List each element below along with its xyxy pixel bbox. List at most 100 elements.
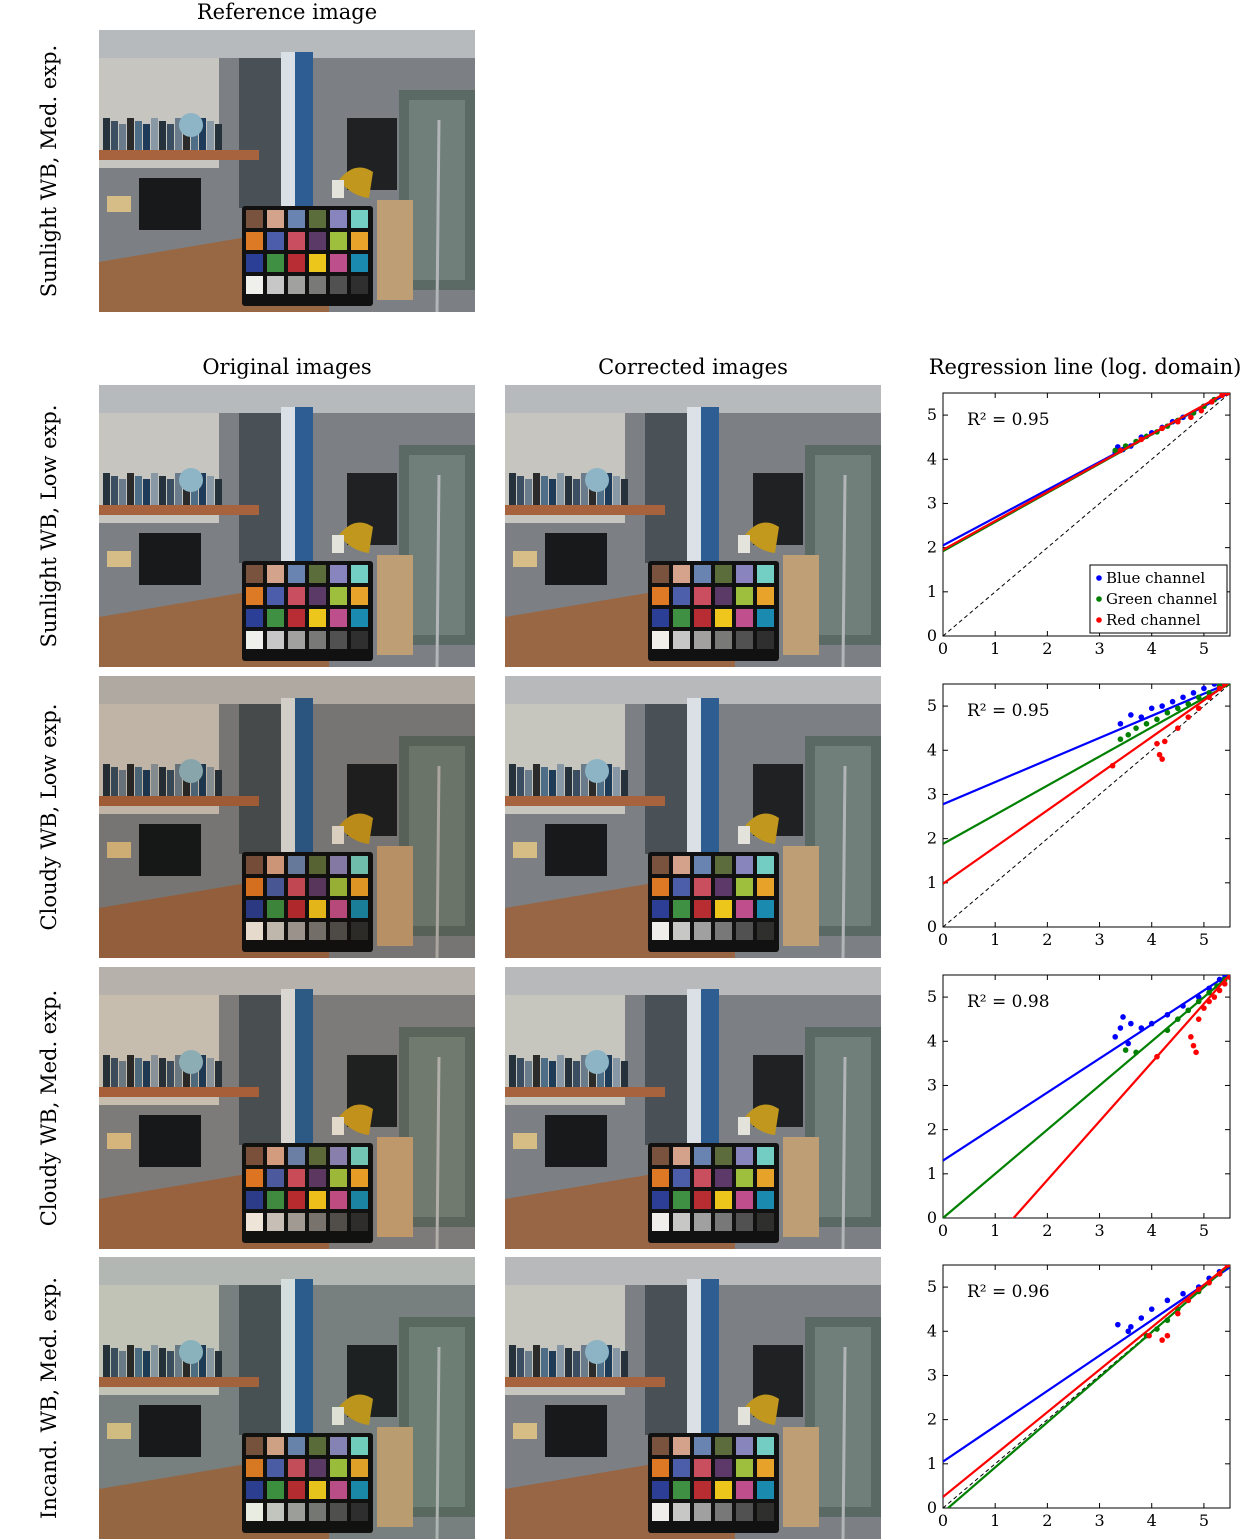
point-green: [1154, 716, 1160, 723]
point-red: [1219, 393, 1225, 399]
x-tick-label: 1: [990, 639, 1000, 658]
point-green: [1112, 447, 1118, 454]
y-tick-label: 1: [927, 873, 937, 892]
point-green: [1164, 1027, 1171, 1034]
point-red: [1161, 738, 1168, 745]
row-label-reference: Sunlight WB, Med. exp.: [37, 44, 61, 298]
x-tick-label: 5: [1199, 1221, 1209, 1240]
point-red: [1206, 694, 1212, 701]
original-photo-1: [99, 385, 475, 667]
x-tick-label: 0: [938, 639, 948, 658]
point-green: [1195, 694, 1202, 701]
point-red: [1224, 393, 1230, 396]
corrected-photo-3: [505, 967, 881, 1249]
x-tick-label: 0: [938, 930, 948, 949]
point-blue: [1211, 684, 1218, 687]
point-red: [1206, 998, 1212, 1005]
y-tick-label: 0: [927, 1208, 937, 1227]
r-squared-annotation: R² = 0.98: [967, 992, 1050, 1012]
point-red: [1198, 407, 1205, 414]
fit-line-red: [943, 1265, 1230, 1498]
x-tick-label: 2: [1042, 639, 1052, 658]
point-red: [1221, 684, 1228, 687]
y-tick-label: 0: [927, 626, 937, 645]
point-blue: [1125, 1328, 1132, 1335]
original-photo-2: [99, 676, 475, 958]
point-red: [1224, 1265, 1230, 1268]
point-blue: [1159, 703, 1165, 709]
point-blue: [1125, 1040, 1132, 1047]
corrected-images-header: Corrected images: [598, 355, 788, 379]
legend-marker: [1096, 617, 1102, 623]
fit-line-green: [943, 975, 1230, 1218]
y-tick-label: 2: [927, 1120, 937, 1139]
point-blue: [1164, 1297, 1171, 1304]
y-tick-label: 3: [927, 493, 937, 512]
y-tick-label: 3: [927, 784, 937, 803]
point-red: [1190, 1042, 1197, 1049]
point-blue: [1120, 1014, 1126, 1020]
point-red: [1201, 1005, 1207, 1011]
point-blue: [1148, 705, 1155, 712]
point-blue: [1128, 1020, 1134, 1027]
row-label-2: Cloudy WB, Low exp.: [37, 703, 61, 931]
y-tick-label: 2: [927, 538, 937, 557]
point-blue: [1148, 1020, 1155, 1027]
x-tick-label: 0: [938, 1221, 948, 1240]
row-label-3: Cloudy WB, Med. exp.: [37, 989, 61, 1227]
point-red: [1159, 1337, 1165, 1343]
point-red: [1146, 1332, 1152, 1339]
corrected-photo-2: [505, 676, 881, 958]
fit-line-red: [943, 684, 1230, 885]
y-tick-label: 1: [927, 1454, 937, 1473]
point-red: [1175, 418, 1181, 425]
point-green: [1185, 1007, 1192, 1014]
fit-line-red: [1012, 975, 1230, 1218]
fit-line-blue: [943, 684, 1230, 806]
point-red: [1156, 751, 1163, 758]
point-red: [1195, 1286, 1202, 1293]
point-red: [1216, 987, 1223, 994]
x-tick-label: 1: [990, 1511, 1000, 1530]
point-blue: [1138, 1315, 1145, 1321]
regression-plot-1: 0 1 2 3 4 5 0 1 2 3 4 5 R² = 0.95 Blue channel Green c…: [905, 385, 1259, 675]
point-green: [1122, 1047, 1129, 1053]
fit-line-blue: [943, 1266, 1230, 1463]
point-green: [1133, 1049, 1139, 1056]
point-blue: [1195, 994, 1202, 1000]
point-blue: [1128, 1324, 1134, 1330]
fit-line-red: [943, 393, 1229, 551]
point-green: [1164, 709, 1171, 716]
y-tick-label: 4: [927, 1031, 937, 1050]
x-tick-label: 4: [1147, 1511, 1157, 1530]
corrected-photo-1: [505, 385, 881, 667]
point-red: [1211, 994, 1218, 1000]
point-green: [1154, 1326, 1160, 1332]
legend-marker: [1096, 596, 1102, 602]
y-tick-label: 5: [927, 696, 937, 715]
point-blue: [1190, 690, 1197, 696]
regression-line-header: Regression line (log. domain): [928, 355, 1242, 379]
point-red: [1188, 414, 1194, 421]
regression-plot-3: 0 1 2 3 4 5 0 1 2 3 4 5 R² = 0.98: [905, 967, 1259, 1257]
x-tick-label: 2: [1042, 1221, 1052, 1240]
legend-entry: Blue channel: [1106, 569, 1205, 587]
fit-line-green: [946, 1265, 1230, 1508]
r-squared-annotation: R² = 0.95: [967, 701, 1050, 721]
point-red: [1227, 975, 1230, 981]
point-red: [1138, 436, 1145, 443]
point-blue: [1138, 714, 1145, 720]
fit-line-green: [943, 684, 1230, 845]
point-blue: [1112, 1034, 1118, 1040]
point-green: [1143, 720, 1150, 727]
y-tick-label: 5: [927, 987, 937, 1006]
point-blue: [1180, 1003, 1186, 1009]
point-red: [1216, 685, 1223, 692]
legend-entry: Green channel: [1106, 590, 1218, 608]
point-red: [1206, 1279, 1212, 1286]
y-tick-label: 5: [927, 1277, 937, 1296]
legend-entry: Red channel: [1106, 611, 1201, 629]
y-tick-label: 1: [927, 582, 937, 601]
point-blue: [1138, 1025, 1145, 1031]
x-tick-label: 1: [990, 930, 1000, 949]
